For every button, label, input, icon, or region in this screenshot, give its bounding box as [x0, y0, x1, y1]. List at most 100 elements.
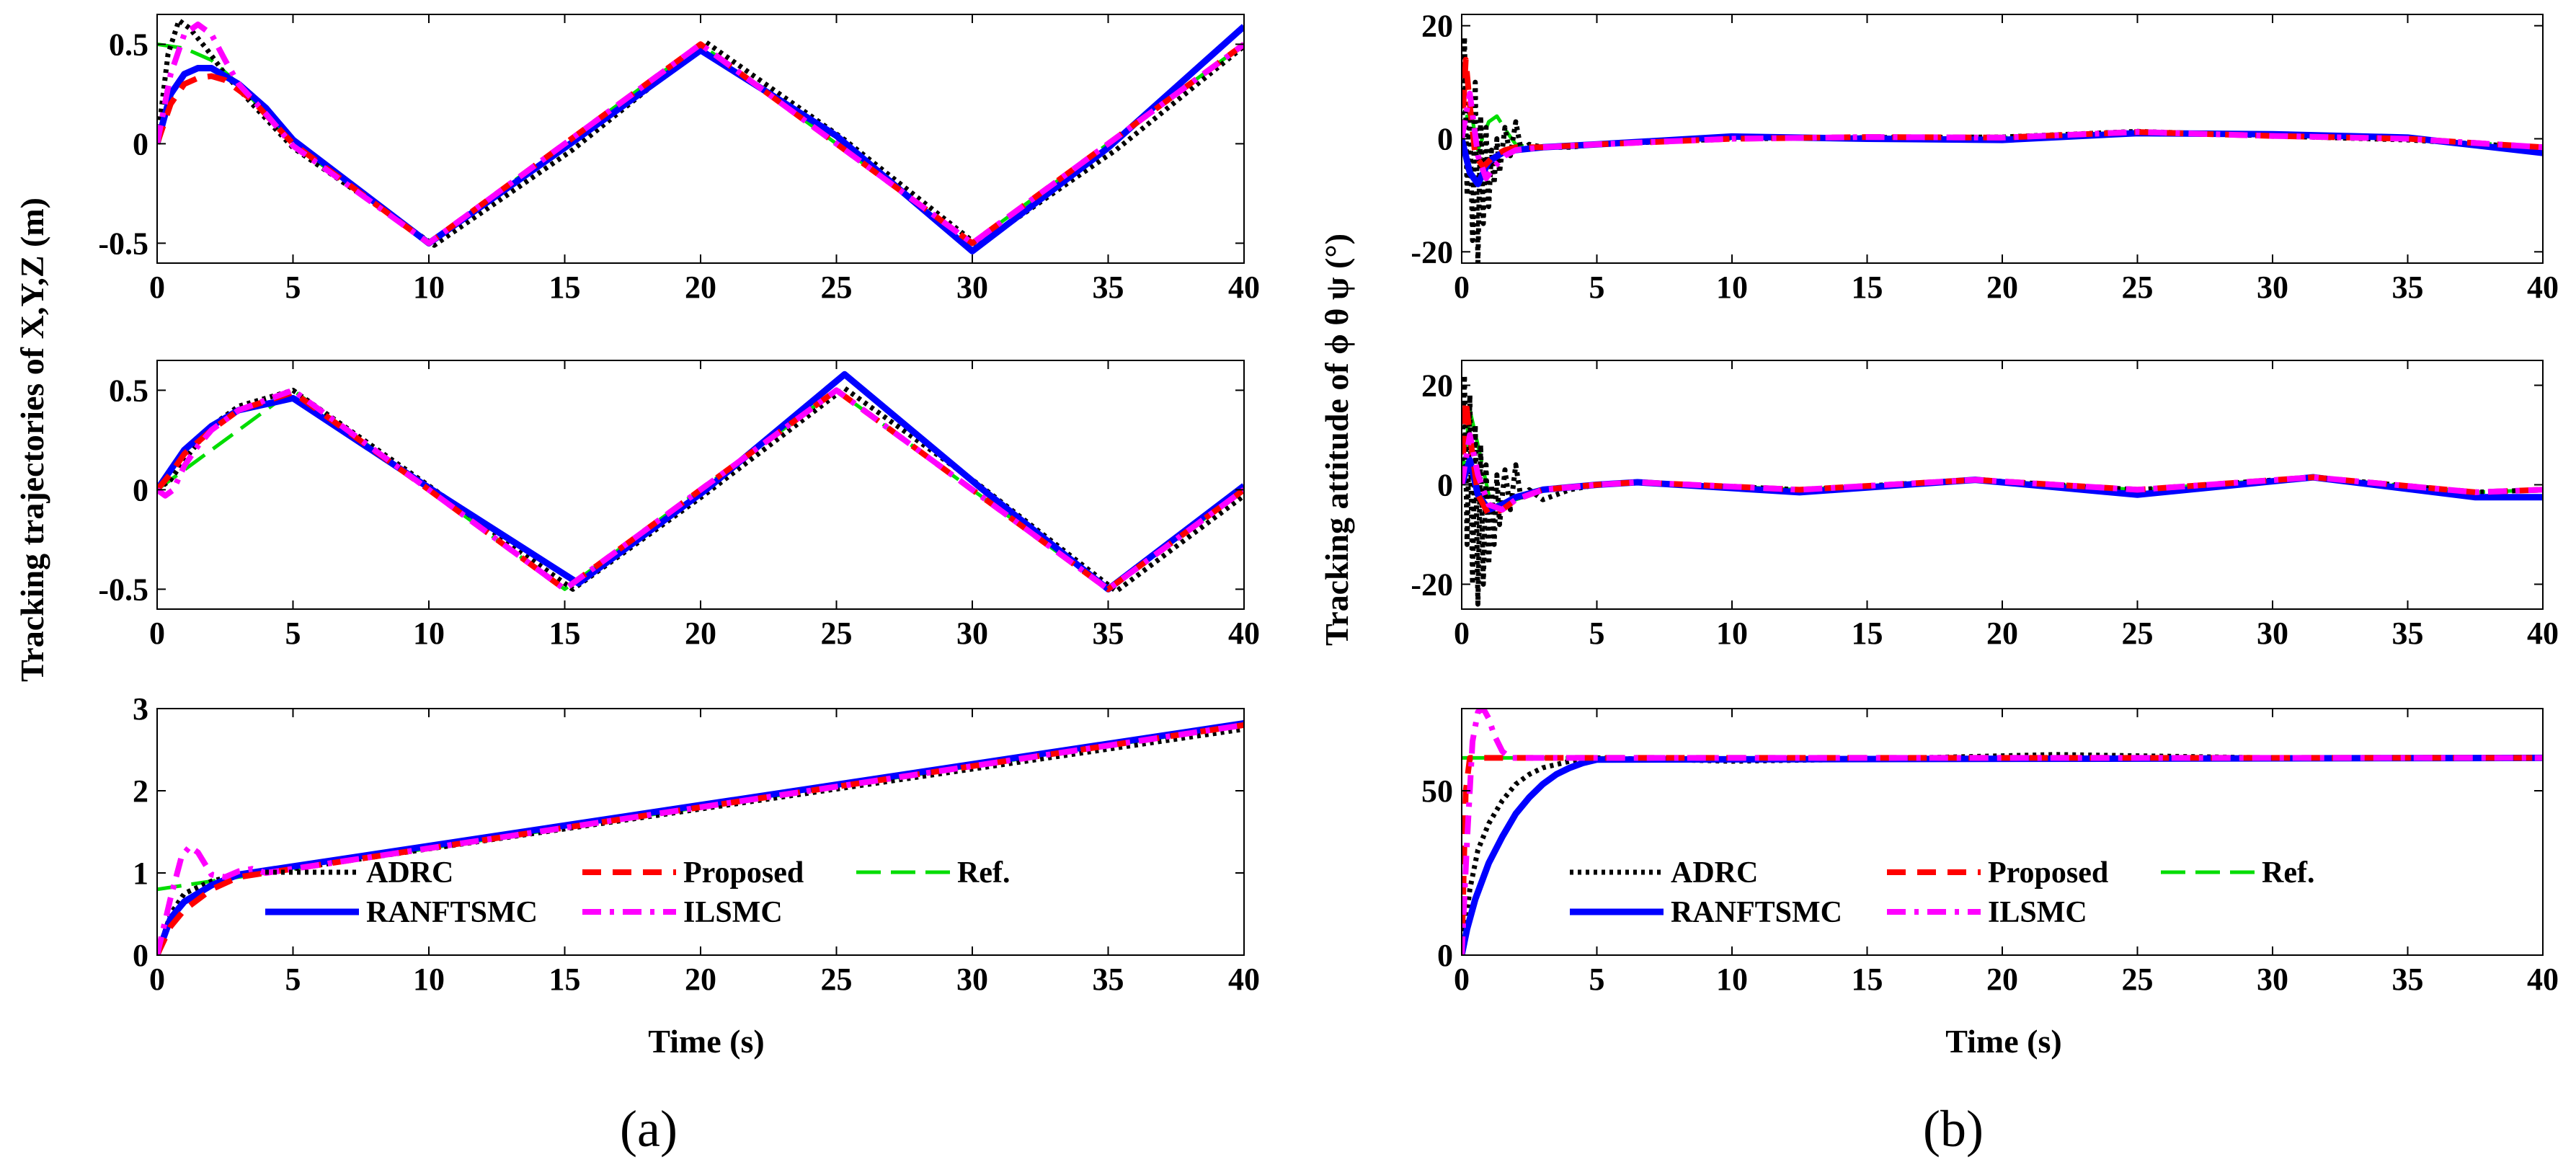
x-tick-label-a3: 25: [821, 962, 853, 997]
y-tick-label-b2: 0: [1437, 468, 1453, 503]
y-tick-label-a1: 0.5: [109, 27, 148, 62]
panel-label-b: (b): [1923, 1100, 1984, 1158]
series-line-b1-ilsmc: [1462, 90, 2543, 182]
subplot-a2: 0 5 10 15 20 25 30 35 40-0.500.5: [98, 360, 1260, 651]
x-tick-label-b2: 40: [2527, 616, 2559, 651]
x-tick-label-a1: 30: [956, 270, 988, 305]
x-tick-label-b3: 5: [1589, 962, 1605, 997]
series-line-a1-ilsmc: [157, 21, 1244, 247]
x-tick-label-b1: 20: [1986, 270, 2018, 305]
series-line-b3-ranftsmc: [1462, 754, 2543, 955]
series-group-a2: [157, 371, 1244, 594]
x-tick-label-a3: 35: [1093, 962, 1124, 997]
series-line-b3-proposed: [1462, 755, 2543, 955]
series-line-a1-adrc: [157, 17, 1244, 248]
x-tick-label-b2: 30: [2257, 616, 2288, 651]
x-tick-label-a2: 25: [821, 616, 853, 651]
series-group-b3: [1462, 709, 2543, 955]
y-tick-label-a3: 2: [133, 773, 148, 809]
legend-label-adrc: ADRC: [1671, 856, 1758, 890]
x-tick-label-a3: 40: [1228, 962, 1260, 997]
legend-label-ilsmc: ILSMC: [1988, 896, 2087, 929]
x-tick-label-b2: 20: [1986, 616, 2018, 651]
y-tick-label-b2: -20: [1411, 567, 1453, 603]
x-tick-label-b2: 5: [1589, 616, 1605, 651]
x-tick-label-a1: 40: [1228, 270, 1260, 305]
legend-label-ranftsmc: RANFTSMC: [1671, 896, 1842, 929]
x-tick-label-a2: 0: [149, 616, 165, 651]
x-tick-label-b1: 30: [2257, 270, 2288, 305]
x-tick-label-a3: 5: [285, 962, 301, 997]
y-tick-label-a3: 3: [133, 691, 148, 727]
series-line-a3-proposed: [157, 722, 1244, 955]
series-line-a3-ilsmc: [157, 722, 1244, 955]
x-tick-label-b3: 15: [1852, 962, 1883, 997]
x-tick-label-b3: 25: [2122, 962, 2154, 997]
x-tick-label-b1: 35: [2392, 270, 2424, 305]
series-line-a3-adrc: [157, 727, 1244, 955]
legend-label-ranftsmc: RANFTSMC: [366, 896, 538, 929]
x-tick-label-a3: 15: [549, 962, 581, 997]
x-tick-label-b1: 0: [1454, 270, 1470, 305]
subplot-a3: 0 5 10 15 20 25 30 35 40 0 1 2 3 ADRC Proposed Ref. RANF…: [133, 691, 1260, 997]
subplot-a1: 0 5 10 15 20 25 30 35 40-0.500.5: [98, 14, 1260, 305]
y-tick-label-a2: 0.5: [109, 373, 148, 408]
x-tick-label-a3: 30: [956, 962, 988, 997]
series-line-b2-proposed: [1462, 397, 2543, 518]
series-line-b1-adrc: [1462, 34, 2543, 263]
y-tick-label-b3: 0: [1437, 938, 1453, 973]
x-tick-label-a1: 35: [1093, 270, 1124, 305]
series-line-a2-adrc: [157, 386, 1244, 594]
y-tick-label-a1: 0: [133, 126, 148, 161]
y-tick-label-b1: 20: [1421, 9, 1453, 44]
x-tick-label-a2: 5: [285, 616, 301, 651]
y-tick-label-b3: 50: [1421, 773, 1453, 809]
x-tick-label-a2: 35: [1093, 616, 1124, 651]
y-tick-label-b2: 20: [1421, 368, 1453, 404]
x-tick-label-b3: 20: [1986, 962, 2018, 997]
series-group-b1: [1462, 34, 2543, 263]
x-tick-label-a2: 20: [685, 616, 716, 651]
y-tick-label-a3: 1: [133, 856, 148, 891]
x-axis-label-b: Time (s): [1945, 1023, 2061, 1060]
series-line-b3-adrc: [1462, 752, 2543, 955]
x-tick-label-a3: 20: [685, 962, 716, 997]
x-tick-label-b3: 40: [2527, 962, 2559, 997]
x-tick-label-b3: 35: [2392, 962, 2424, 997]
subplot-b3: 0 5 10 15 20 25 30 35 40 0 50 ADRC Proposed Ref. RANFT…: [1421, 708, 2559, 997]
x-tick-label-a1: 5: [285, 270, 301, 305]
series-line-b3-ilsmc: [1462, 709, 2543, 955]
x-tick-label-a2: 15: [549, 616, 581, 651]
series-group-a3: [157, 720, 1244, 955]
legend-label-ref: Ref.: [957, 856, 1010, 890]
series-line-b2-ilsmc: [1462, 432, 2543, 513]
x-tick-label-a1: 10: [413, 270, 445, 305]
x-tick-label-b1: 15: [1852, 270, 1883, 305]
legend-label-ref: Ref.: [2262, 856, 2314, 890]
x-tick-label-b3: 0: [1454, 962, 1470, 997]
x-tick-label-b2: 35: [2392, 616, 2424, 651]
x-tick-label-b1: 40: [2527, 270, 2559, 305]
x-tick-label-a2: 10: [413, 616, 445, 651]
y-axis-label-b: Tracking attitude of ϕ θ ψ (°): [1318, 234, 1355, 646]
y-tick-label-a2: -0.5: [98, 572, 148, 607]
x-tick-label-b2: 0: [1454, 616, 1470, 651]
x-tick-label-b3: 30: [2257, 962, 2288, 997]
y-tick-label-a1: -0.5: [98, 226, 148, 261]
series-group-a1: [157, 17, 1244, 254]
x-tick-label-b2: 10: [1716, 616, 1748, 651]
y-tick-label-b1: -20: [1411, 234, 1453, 270]
series-line-a3-ranftsmc: [157, 720, 1244, 955]
y-tick-label-a2: 0: [133, 472, 148, 507]
x-tick-label-b1: 5: [1589, 270, 1605, 305]
series-line-b2-ref: [1462, 408, 2543, 507]
x-tick-label-b2: 25: [2122, 616, 2154, 651]
y-axis-label-a: Tracking trajectories of X,Y,Z (m): [14, 198, 50, 682]
series-line-a1-proposed: [157, 41, 1244, 247]
x-tick-label-a1: 25: [821, 270, 853, 305]
x-axis-label-a: Time (s): [648, 1023, 764, 1060]
legend-label-proposed: Proposed: [1988, 856, 2108, 890]
